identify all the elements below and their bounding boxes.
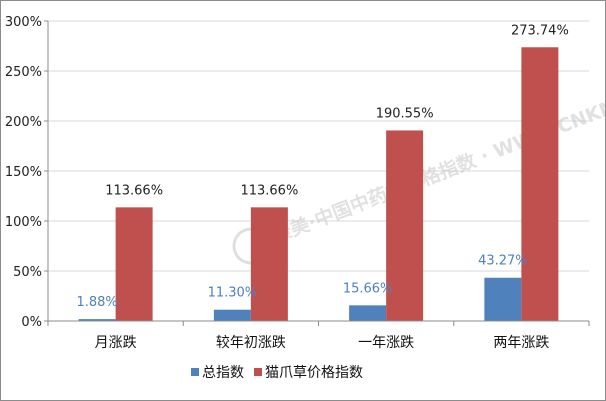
- bar: [78, 319, 116, 321]
- bar: [250, 207, 288, 321]
- bar: [213, 309, 251, 321]
- axes: 0% 50% 100% 150% 200% 250% 300% 月涨跌 较年初涨跌 一年涨跌 两年涨…: [5, 15, 590, 351]
- y-tick-label: 200%: [5, 115, 42, 130]
- bar: [521, 47, 559, 321]
- y-tick-label: 300%: [5, 15, 42, 30]
- legend-label: 总指数: [202, 365, 244, 381]
- legend-swatch: [191, 368, 199, 376]
- data-label: 1.88%: [76, 295, 117, 310]
- data-label: 113.66%: [240, 183, 298, 198]
- bar: [484, 277, 522, 321]
- data-label: 113.66%: [105, 183, 163, 198]
- data-labels: 1.88% 113.66% 11.30% 113.66% 15.66% 190.55% 43…: [76, 23, 568, 310]
- category-label: 较年初涨跌: [216, 334, 286, 351]
- bar: [349, 305, 387, 321]
- y-tick-label: 0%: [21, 315, 42, 330]
- legend: 总指数 猫爪草价格指数: [191, 365, 363, 381]
- bars: [78, 47, 559, 321]
- y-tick-label: 250%: [5, 65, 42, 80]
- bar: [115, 207, 153, 321]
- category-label: 月涨跌: [95, 335, 137, 351]
- bar: [386, 130, 424, 321]
- legend-swatch: [254, 368, 262, 376]
- data-label: 43.27%: [478, 254, 528, 269]
- category-label: 一年涨跌: [358, 335, 414, 351]
- category-label: 两年涨跌: [493, 335, 549, 351]
- y-tick-label: 100%: [5, 215, 42, 230]
- data-label: 11.30%: [208, 286, 258, 301]
- data-label: 190.55%: [376, 106, 434, 121]
- data-label: 273.74%: [511, 23, 569, 38]
- legend-label: 猫爪草价格指数: [265, 365, 363, 381]
- y-tick-label: 50%: [13, 265, 42, 280]
- y-tick-label: 150%: [5, 165, 42, 180]
- data-label: 15.66%: [343, 281, 393, 296]
